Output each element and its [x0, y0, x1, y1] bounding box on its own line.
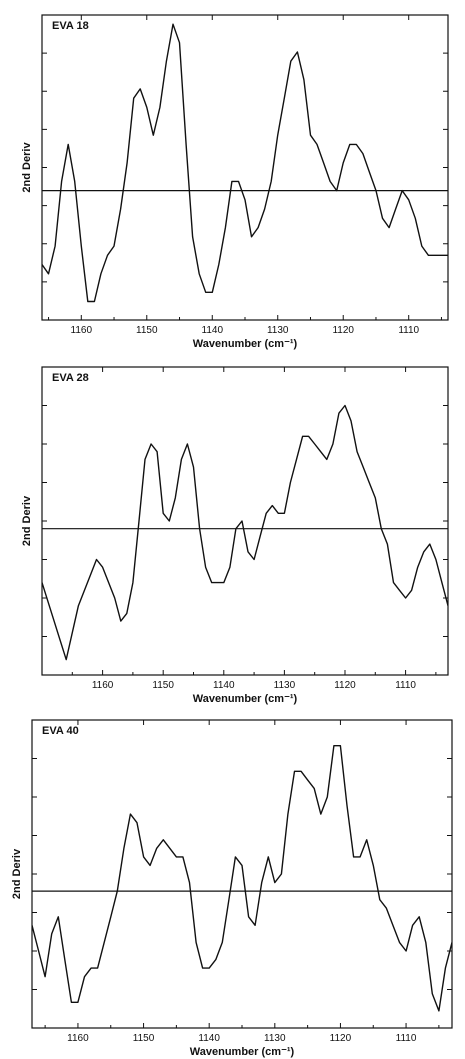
x-tick-label: 1130 [267, 325, 289, 336]
x-tick-label: 1160 [67, 1033, 89, 1044]
x-tick-label: 1110 [398, 325, 419, 336]
x-tick-label: 1110 [395, 680, 416, 691]
x-axis-label: Wavenumber (cm⁻¹) [193, 693, 298, 705]
x-tick-label: 1140 [198, 1033, 220, 1044]
panel-title: EVA 18 [52, 20, 89, 32]
panel-title: EVA 40 [42, 725, 79, 737]
chart-panel-eva40: 1160 1150 1140 1130 1120 1110 EVA 40 Wavenumber… [0, 708, 465, 1059]
x-tick-label: 1110 [396, 1033, 417, 1044]
x-tick-label: 1140 [202, 325, 224, 336]
x-axis-label: Wavenumber (cm⁻¹) [193, 338, 298, 350]
chart-eva18-svg: 1160 1150 1140 1130 1120 1110 EVA 18 Wavenumber… [21, 14, 449, 350]
series-line-eva40 [32, 745, 452, 1012]
series-line-eva28 [42, 404, 448, 661]
panel-title: EVA 28 [52, 372, 89, 384]
x-tick-label: 1130 [274, 680, 296, 691]
x-axis-label: Wavenumber (cm⁻¹) [190, 1046, 295, 1058]
x-tick-label: 1120 [330, 1033, 352, 1044]
x-tick-label: 1160 [92, 680, 114, 691]
plot-frame [41, 14, 449, 321]
x-tick-label: 1150 [133, 1033, 155, 1044]
chart-eva40-svg: 1160 1150 1140 1130 1120 1110 EVA 40 Wavenumber… [11, 719, 453, 1058]
series-line-eva18 [42, 23, 448, 303]
x-tick-label: 1130 [264, 1033, 286, 1044]
chart-panel-eva18: 1160 1150 1140 1130 1120 1110 EVA 18 Wavenumber… [0, 0, 465, 352]
y-axis-label: 2nd Deriv [21, 142, 33, 193]
chart-panel-eva28: 1160 1150 1140 1130 1120 1110 EVA 28 Wavenumber… [0, 355, 465, 707]
x-tick-label: 1140 [213, 680, 235, 691]
x-tick-label: 1160 [71, 325, 93, 336]
y-axis-label: 2nd Deriv [21, 495, 33, 546]
x-tick-label: 1120 [334, 680, 356, 691]
plot-frame [41, 366, 449, 676]
y-axis-label: 2nd Deriv [11, 848, 23, 899]
chart-eva28-svg: 1160 1150 1140 1130 1120 1110 EVA 28 Wavenumber… [21, 366, 449, 705]
plot-frame [31, 719, 453, 1029]
x-tick-label: 1150 [152, 680, 174, 691]
x-tick-label: 1150 [136, 325, 158, 336]
x-tick-label: 1120 [332, 325, 354, 336]
